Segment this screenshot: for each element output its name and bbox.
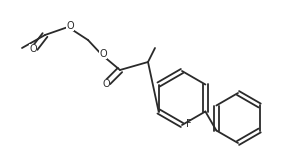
Text: O: O <box>66 21 74 31</box>
Text: F: F <box>186 119 192 129</box>
Text: O: O <box>99 49 107 59</box>
Text: O: O <box>29 44 37 54</box>
Text: O: O <box>102 79 110 89</box>
